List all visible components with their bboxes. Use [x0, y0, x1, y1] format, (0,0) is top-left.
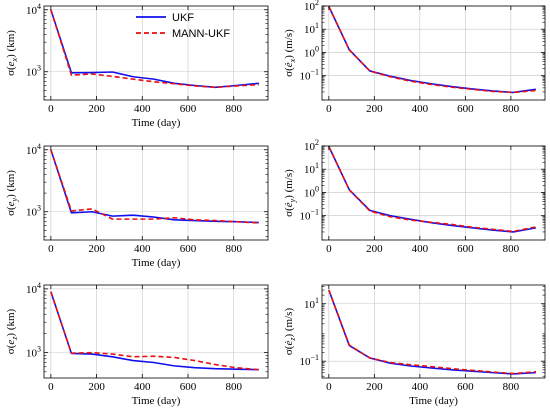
y-tick-label: 100 [304, 184, 319, 199]
y-axis-title: σ(ex) (km) [5, 30, 19, 76]
y-tick-label: 101 [304, 161, 319, 176]
x-tick-label: 0 [326, 381, 332, 393]
y-tick-label: 104 [26, 2, 41, 17]
x-tick-label: 600 [180, 103, 197, 115]
x-axis-title: Time (day) [132, 117, 181, 129]
y-tick-label: 10−1 [299, 208, 319, 223]
series-line-mann [50, 9, 259, 89]
y-axis-title: σ(ez) (km) [5, 308, 19, 354]
x-tick-label: 400 [134, 243, 151, 255]
series-line-ukf [328, 6, 537, 94]
y-tick-label: 103 [26, 64, 41, 79]
plot-frame [43, 284, 269, 379]
x-tick-label: 800 [225, 103, 242, 115]
x-tick-label: 800 [503, 103, 520, 115]
x-tick-label: 600 [180, 243, 197, 255]
plot-frame [321, 145, 546, 241]
series-line-mann [50, 149, 259, 224]
x-tick-label: 200 [88, 381, 105, 393]
x-tick-label: 0 [48, 243, 54, 255]
y-tick-label: 103 [26, 204, 41, 219]
x-tick-label: 800 [225, 243, 242, 255]
y-axis-title: σ(ėx) (m/s) [283, 29, 297, 77]
y-tick-label: 100 [304, 44, 319, 59]
x-tick-label: 600 [457, 381, 474, 393]
x-tick-label: 800 [503, 381, 520, 393]
plot-frame [321, 5, 546, 101]
x-tick-label: 400 [412, 243, 429, 255]
x-tick-label: 600 [457, 243, 474, 255]
x-tick-label: 400 [412, 381, 429, 393]
x-tick-label: 0 [326, 243, 332, 255]
y-tick-label: 101 [304, 296, 319, 311]
x-tick-label: 800 [225, 381, 242, 393]
panel-ez: 0 200 400 600 800 103 104 Time (day) σ(ez) (km) [5, 281, 269, 407]
y-tick-label: 104 [26, 142, 41, 157]
y-tick-label: 102 [304, 0, 319, 13]
series-line-mann [50, 291, 259, 371]
y-tick-label: 101 [304, 21, 319, 36]
x-tick-label: 200 [88, 103, 105, 115]
y-tick-label: 104 [26, 281, 41, 296]
panel-vz: 0 200 400 600 800 10−1 101 Time (day) σ(ėz) (m/s… [283, 284, 546, 407]
x-tick-label: 400 [412, 103, 429, 115]
legend-label-ukf: UKF [172, 12, 194, 24]
x-tick-label: 200 [366, 103, 383, 115]
panel-ex: 0 200 400 600 800 103 104 Time (day) σ(ex) (km) [5, 2, 269, 129]
y-axis-title: σ(ėy) (m/s) [283, 169, 297, 217]
series-line-ukf [50, 291, 259, 371]
plot-frame [43, 5, 269, 101]
legend: UKF MANN-UKF [136, 12, 230, 40]
legend-label-mann: MANN-UKF [172, 28, 230, 40]
x-axis-title: Time (day) [132, 395, 181, 407]
y-tick-label: 102 [304, 138, 319, 153]
x-tick-label: 400 [134, 381, 151, 393]
x-tick-label: 200 [88, 243, 105, 255]
y-axis-title: σ(ėz) (m/s) [283, 308, 297, 356]
plot-frame [43, 145, 269, 241]
series-line-ukf [50, 9, 259, 89]
y-axis-title: σ(ey) (km) [5, 170, 19, 216]
x-tick-label: 0 [48, 381, 54, 393]
series-line-mann [328, 289, 536, 375]
plot-frame [321, 284, 546, 379]
x-tick-label: 0 [326, 103, 332, 115]
x-axis-title: Time (day) [409, 395, 458, 407]
x-tick-label: 200 [366, 381, 383, 393]
x-tick-label: 600 [180, 381, 197, 393]
x-tick-label: 200 [366, 243, 383, 255]
y-tick-label: 10−1 [299, 68, 319, 83]
y-tick-label: 103 [26, 345, 41, 360]
x-tick-label: 600 [457, 103, 474, 115]
series-line-ukf [328, 146, 537, 233]
y-tick-label: 10−1 [299, 353, 319, 368]
x-tick-label: 800 [503, 243, 520, 255]
panel-ey: 0 200 400 600 800 103 104 Time (day) σ(ey) (km) [5, 142, 269, 269]
panel-vx: 0 200 400 600 800 10−1 100 101 102 σ(ėx) (m/s) [283, 0, 546, 115]
series-line-mann [328, 146, 537, 233]
x-tick-label: 400 [134, 103, 151, 115]
panel-vy: 0 200 400 600 800 10−1 100 101 102 σ(ėy) (m/s) [283, 138, 546, 255]
series-line-mann [328, 6, 536, 94]
x-axis-title: Time (day) [132, 257, 181, 269]
x-tick-label: 0 [48, 103, 54, 115]
